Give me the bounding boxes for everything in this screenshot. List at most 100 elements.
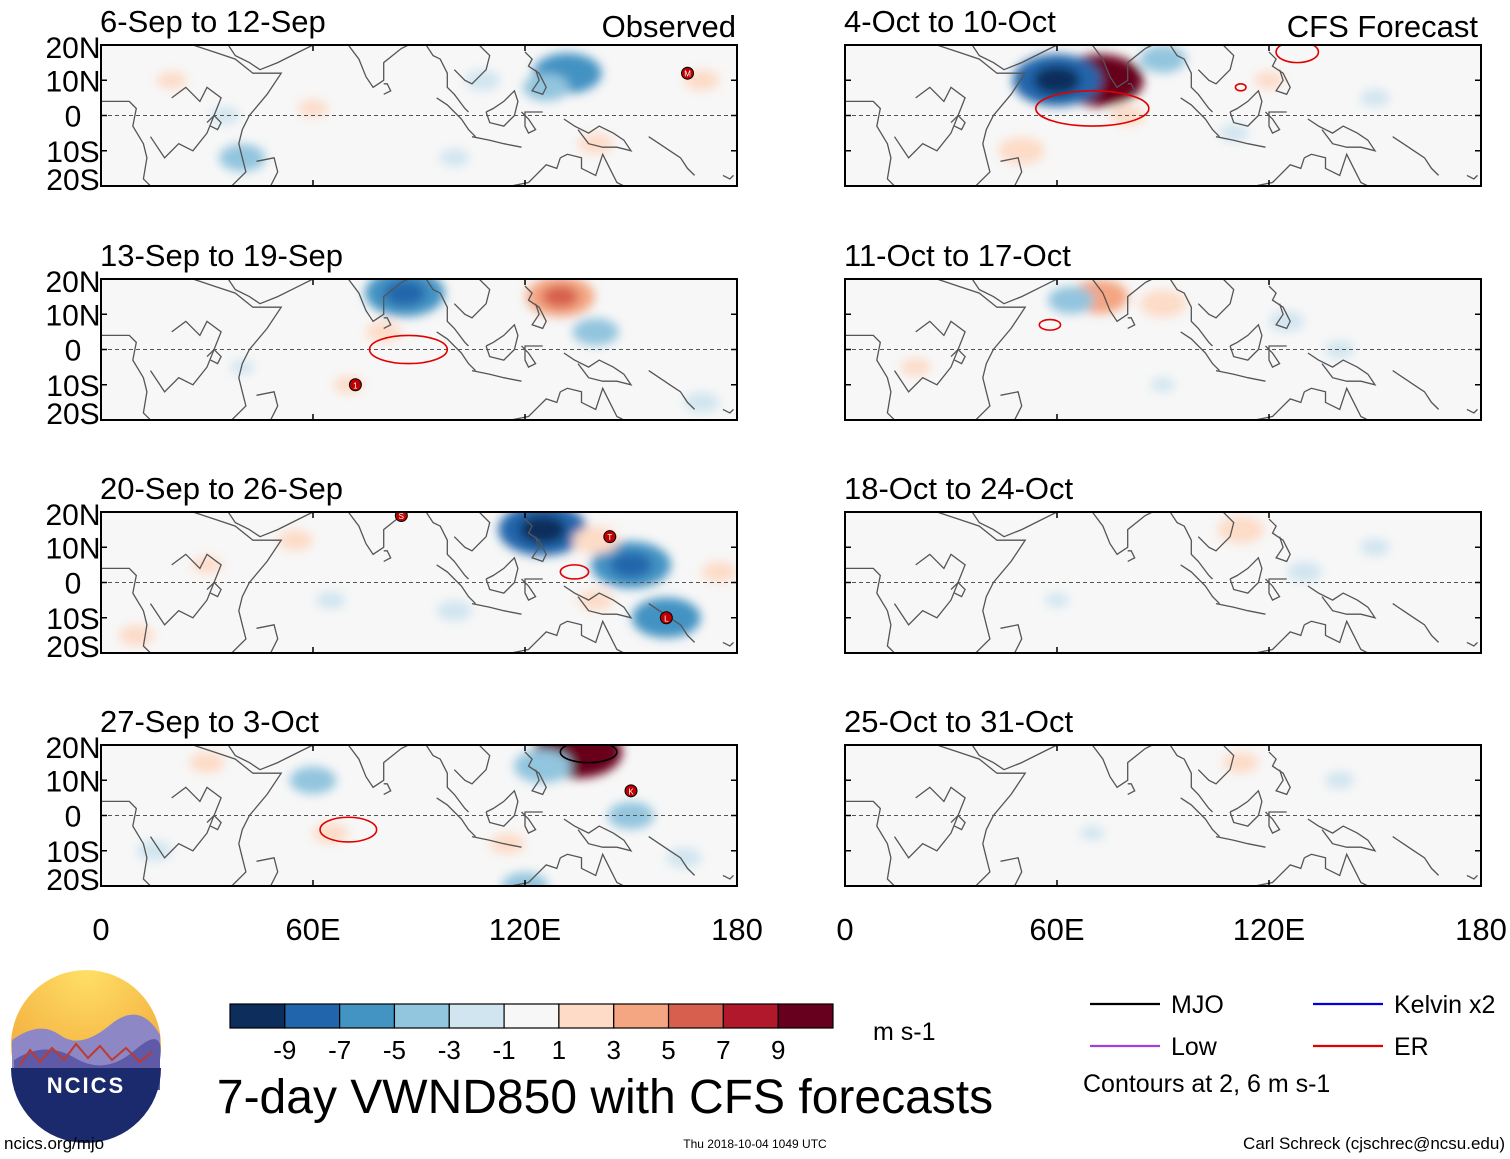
coastline bbox=[908, 512, 1027, 653]
coastline bbox=[1304, 852, 1369, 886]
coastline bbox=[425, 512, 469, 580]
anomaly-blob bbox=[464, 69, 501, 91]
coastline bbox=[1215, 369, 1266, 382]
anomaly-blob bbox=[1150, 377, 1176, 392]
panel-ticks bbox=[844, 744, 1482, 887]
coastline bbox=[1169, 45, 1213, 113]
coastline bbox=[101, 800, 151, 886]
coastlines bbox=[845, 512, 1478, 653]
coastline bbox=[524, 285, 547, 330]
coastline bbox=[521, 811, 543, 834]
anomaly-blob bbox=[701, 561, 737, 583]
panel-ticks bbox=[100, 744, 738, 887]
coastline bbox=[471, 369, 522, 382]
anomaly-blob bbox=[1047, 286, 1095, 314]
coastline bbox=[1244, 624, 1305, 653]
coastline bbox=[453, 745, 491, 785]
forecast-header: CFS Forecast bbox=[1287, 9, 1479, 44]
x-tick-label: 0 bbox=[92, 912, 109, 947]
x-tick-label: 120E bbox=[1233, 912, 1305, 947]
coastline bbox=[1268, 751, 1291, 796]
coastline bbox=[206, 814, 222, 831]
coastline bbox=[563, 585, 633, 619]
legend-label: MJO bbox=[1171, 991, 1224, 1019]
storm-marker: 1 bbox=[348, 378, 362, 392]
coastline bbox=[1265, 345, 1287, 368]
coastline bbox=[485, 789, 519, 827]
anomaly-blob bbox=[577, 589, 614, 611]
coastline bbox=[1466, 174, 1478, 180]
coastline bbox=[471, 136, 522, 148]
anomaly-core bbox=[383, 280, 426, 306]
y-tick-label: 20S bbox=[46, 864, 99, 897]
anomaly-blob bbox=[283, 300, 308, 315]
anomaly-blob bbox=[1268, 310, 1305, 332]
colorbar-swatch bbox=[777, 1003, 834, 1029]
coastline bbox=[1268, 51, 1291, 96]
panel-forecast: 18-Oct to 24-Oct bbox=[844, 471, 1482, 654]
coastline bbox=[1215, 835, 1266, 848]
ncics-logo: NCICS bbox=[11, 970, 161, 1143]
coastline bbox=[908, 45, 1027, 186]
coastline bbox=[1229, 323, 1263, 361]
coastline bbox=[1197, 512, 1235, 552]
coastline bbox=[1268, 518, 1291, 563]
coastline bbox=[337, 745, 409, 789]
coastline bbox=[1081, 512, 1153, 556]
legend: MJO Kelvin x2 Low ER bbox=[1090, 991, 1495, 1061]
coastlines bbox=[101, 512, 734, 653]
y-tick-label: 10N bbox=[45, 65, 100, 98]
colorbar-swatch bbox=[558, 1003, 615, 1029]
coastlines bbox=[101, 45, 734, 186]
coastline bbox=[950, 348, 966, 365]
coastline bbox=[1180, 331, 1220, 372]
legend-note: Contours at 2, 6 m s-1 bbox=[1083, 1070, 1330, 1098]
storm-marker: M bbox=[681, 66, 695, 80]
storm-label: L bbox=[664, 614, 669, 623]
anomaly-blob bbox=[315, 591, 346, 609]
coastline bbox=[206, 348, 222, 365]
coastline bbox=[1244, 391, 1305, 420]
footer-url[interactable]: ncics.org/mjo bbox=[4, 1134, 104, 1153]
coastline bbox=[256, 857, 279, 886]
coastline bbox=[1304, 152, 1369, 186]
anomaly-blob bbox=[230, 359, 255, 375]
coastline bbox=[524, 518, 547, 563]
coastline bbox=[1000, 857, 1023, 886]
coastline bbox=[563, 352, 633, 386]
coastline bbox=[383, 550, 392, 562]
wave-contour-er bbox=[1038, 318, 1062, 331]
storm-label: S bbox=[399, 512, 404, 521]
coastline bbox=[1197, 45, 1235, 85]
coastline bbox=[383, 83, 392, 95]
coastline bbox=[164, 512, 283, 653]
anomaly-core bbox=[542, 285, 579, 308]
anomaly-blob bbox=[1139, 290, 1187, 318]
footer-author[interactable]: Carl Schreck (cjschrec@ncsu.edu) bbox=[1243, 1134, 1505, 1153]
y-tick-label: 0 bbox=[65, 568, 82, 601]
storm-label: T bbox=[607, 533, 612, 542]
coastline bbox=[256, 624, 279, 653]
panel-forecast: 25-Oct to 31-Oct bbox=[844, 704, 1482, 887]
panel-title: 13-Sep to 19-Sep bbox=[100, 238, 343, 273]
coastline bbox=[648, 136, 696, 176]
coastline bbox=[436, 97, 476, 138]
wave-contour-er bbox=[1035, 90, 1150, 127]
anomaly-blob bbox=[683, 391, 720, 413]
coastline bbox=[521, 578, 543, 601]
coastline bbox=[1307, 585, 1377, 619]
coastline bbox=[845, 100, 895, 186]
anomaly-blob bbox=[209, 106, 240, 125]
coastline bbox=[1127, 83, 1136, 95]
coastline bbox=[1307, 352, 1377, 386]
coastline bbox=[971, 745, 1058, 771]
coastline bbox=[206, 581, 222, 598]
colorbar-swatch bbox=[393, 1003, 450, 1029]
coastline bbox=[722, 874, 734, 880]
panel-ticks bbox=[100, 44, 738, 187]
storm-icon bbox=[624, 784, 638, 798]
coastline bbox=[101, 567, 151, 653]
y-tick-label: 10S bbox=[46, 836, 99, 869]
coastline bbox=[1180, 797, 1220, 838]
